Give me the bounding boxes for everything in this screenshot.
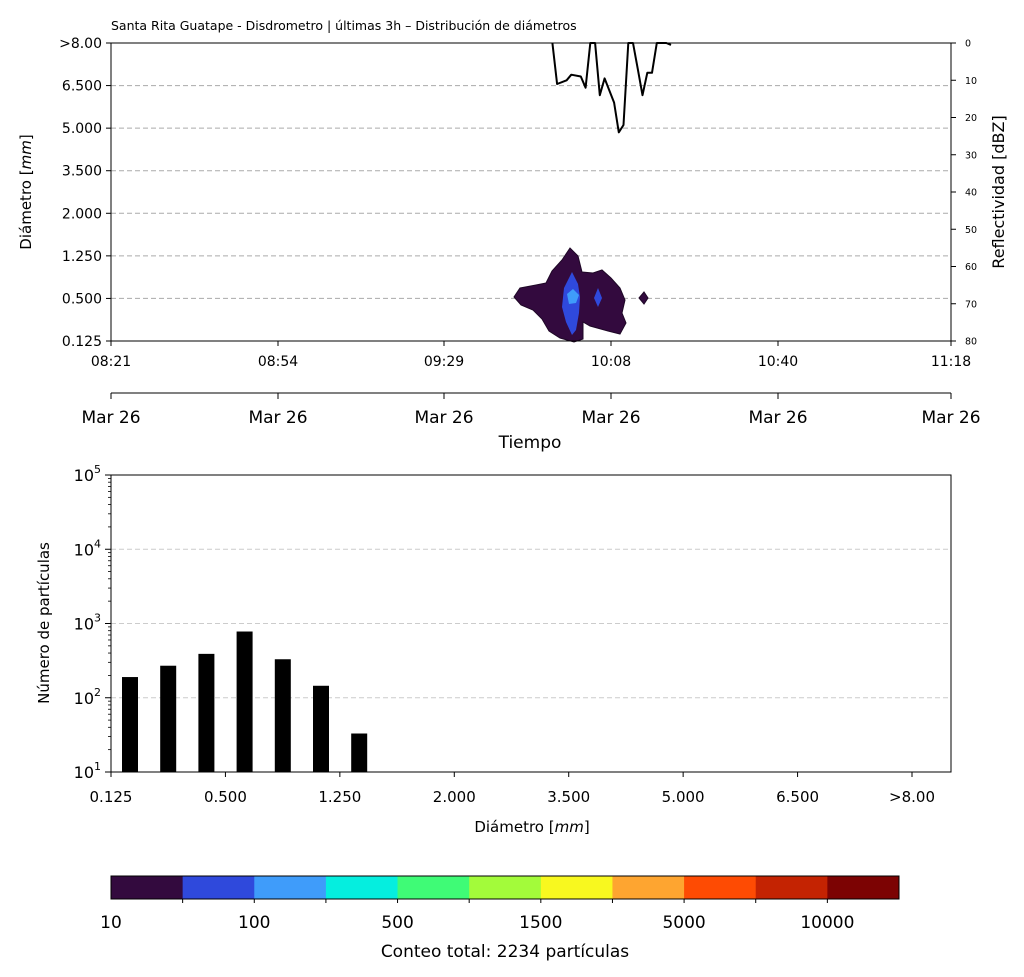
colorbar-tick-label: 10000	[800, 913, 854, 933]
colorbar-tick-label: 500	[381, 913, 413, 933]
diameter-tick-label: >8.00	[59, 36, 102, 52]
histogram-bar	[236, 631, 253, 772]
diameter-tick-label: 0.500	[62, 291, 102, 307]
bin-tick-label: >8.00	[889, 788, 935, 806]
count-tick-label: 102	[74, 686, 101, 708]
colorbar-cell	[325, 876, 399, 899]
histogram-ylabel: Número de partículas	[35, 542, 53, 704]
colorbar-tick-label: 1500	[519, 913, 562, 933]
reflectivity-tick-label: 20	[965, 113, 977, 124]
diameter-bin-axis-ticks: 0.125 0.500 1.250 2.000 3.500 5.000 6.500 >8.00	[90, 772, 935, 806]
date-tick-label: Mar 26	[748, 408, 807, 428]
histogram-bar	[122, 677, 138, 772]
contour-level-10-small	[638, 291, 649, 305]
bin-tick-label: 5.000	[662, 788, 705, 806]
reflectivity-axis-label: Reflectividad [dBZ]	[989, 115, 1008, 268]
histogram-bar	[351, 733, 368, 772]
reflectivity-line	[551, 42, 672, 134]
time-tick-label: 10:40	[758, 354, 798, 370]
histogram-panel: 101 102 103 104 105 0.125 0.500 1.250 2.000 3.50…	[35, 463, 952, 836]
histogram-bars	[122, 631, 368, 772]
reflectivity-tick-label: 0	[965, 39, 971, 50]
count-tick-label: 101	[74, 760, 101, 782]
reflectivity-tick-label: 60	[965, 262, 977, 273]
histogram-xlabel: Diámetro [mm]	[474, 818, 589, 836]
colorbar-cell	[111, 876, 184, 899]
reflectivity-axis-ticks: 0 10 20 30 40 50 60 70 80	[951, 39, 977, 348]
contour-level-100-right	[594, 288, 602, 307]
colorbar-cell	[397, 876, 470, 899]
histogram-bar	[160, 665, 177, 772]
date-tick-label: Mar 26	[921, 408, 980, 428]
diameter-tick-label: 1.250	[62, 249, 102, 265]
date-tick-label: Mar 26	[581, 408, 640, 428]
colorbar-cell	[755, 876, 828, 899]
time-tick-label: 08:21	[91, 354, 131, 370]
count-tick-label: 104	[74, 537, 101, 559]
diameter-tick-label: 0.125	[62, 334, 102, 350]
diameter-tick-label: 2.000	[62, 206, 102, 222]
count-contours	[513, 247, 649, 343]
bin-tick-label: 6.500	[776, 788, 819, 806]
bin-tick-label: 3.500	[547, 788, 590, 806]
diameter-tick-label: 3.500	[62, 164, 102, 180]
colorbar: 10 100 500 1500 5000 10000 Conteo total: 2234…	[100, 875, 900, 962]
count-tick-label: 105	[74, 463, 101, 485]
time-axis-label: Tiempo	[498, 433, 562, 453]
date-tick-label: Mar 26	[81, 408, 140, 428]
colorbar-cell	[612, 876, 685, 899]
histogram-bar	[274, 659, 291, 772]
reflectivity-tick-label: 70	[965, 299, 977, 310]
colorbar-cell	[684, 876, 757, 899]
time-axis-ticks: 08:21 08:54 09:29 10:08 10:40 11:18	[91, 341, 971, 370]
date-axis-ticks: Mar 26 Mar 26 Mar 26 Mar 26 Mar 26 Mar 26	[81, 393, 981, 428]
bin-tick-label: 2.000	[433, 788, 476, 806]
date-tick-label: Mar 26	[248, 408, 307, 428]
colorbar-tick-label: 100	[238, 913, 270, 933]
histogram-bar	[313, 685, 329, 772]
diameter-time-panel: Santa Rita Guatape - Disdrometro | últim…	[17, 18, 1008, 453]
time-tick-label: 11:18	[931, 354, 971, 370]
diameter-axis-label: Diámetro [mm]	[17, 134, 35, 249]
chart-title: Santa Rita Guatape - Disdrometro | últim…	[111, 18, 577, 33]
histogram-bar	[198, 653, 215, 772]
date-tick-label: Mar 26	[414, 408, 473, 428]
reflectivity-tick-label: 10	[965, 76, 977, 87]
reflectivity-tick-label: 50	[965, 225, 977, 236]
bin-tick-label: 1.250	[318, 788, 361, 806]
reflectivity-tick-label: 40	[965, 188, 977, 199]
bin-tick-label: 0.500	[204, 788, 247, 806]
reflectivity-tick-label: 30	[965, 150, 977, 161]
diameter-tick-label: 6.500	[62, 79, 102, 95]
contour-level-500	[567, 289, 579, 304]
colorbar-cells	[111, 876, 900, 899]
particle-count-axis-ticks: 101 102 103 104 105	[74, 463, 111, 782]
count-tick-label: 103	[74, 612, 101, 634]
colorbar-ticks: 10 100 500 1500 5000 10000	[100, 899, 854, 933]
colorbar-tick-label: 10	[100, 913, 122, 933]
colorbar-cell	[827, 876, 900, 899]
colorbar-cell	[182, 876, 255, 899]
time-tick-label: 10:08	[591, 354, 631, 370]
colorbar-tick-label: 5000	[662, 913, 705, 933]
colorbar-cell	[254, 876, 327, 899]
top-gridlines	[111, 85, 951, 299]
bin-tick-label: 0.125	[90, 788, 133, 806]
colorbar-cell	[540, 876, 613, 899]
time-tick-label: 08:54	[258, 354, 298, 370]
colorbar-label: Conteo total: 2234 partículas	[381, 942, 629, 962]
colorbar-frame	[110, 875, 900, 900]
reflectivity-tick-label: 80	[965, 337, 977, 348]
diameter-axis-ticks: 0.125 0.500 1.250 2.000 3.500 5.000 6.500 >8.00	[59, 36, 111, 350]
colorbar-cell	[469, 876, 542, 899]
diameter-tick-label: 5.000	[62, 121, 102, 137]
time-tick-label: 09:29	[424, 354, 464, 370]
